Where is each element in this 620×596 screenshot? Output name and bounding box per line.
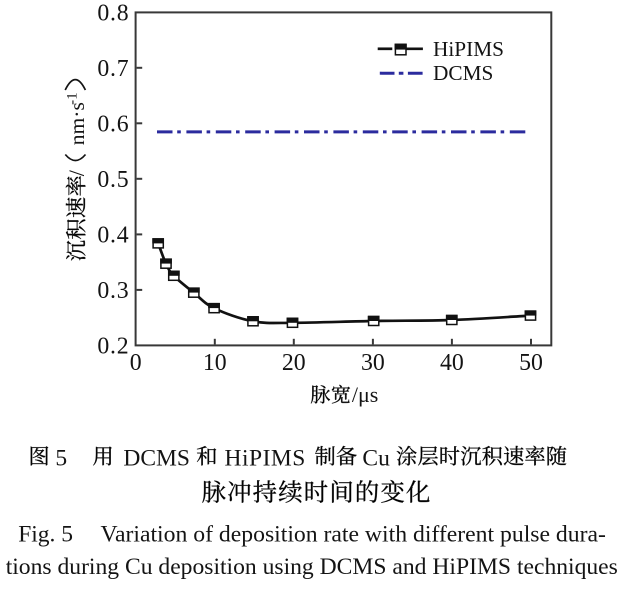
svg-text:0.4: 0.4: [97, 223, 129, 249]
svg-text:tions during Cu deposition usi: tions during Cu deposition using DCMS an…: [6, 554, 618, 580]
svg-text:HiPIMS: HiPIMS: [433, 37, 504, 61]
svg-text:30: 30: [361, 350, 385, 376]
svg-text:/: /: [64, 169, 89, 176]
svg-text:50: 50: [519, 350, 543, 376]
svg-text:10: 10: [203, 350, 227, 376]
svg-text:0.2: 0.2: [97, 334, 129, 360]
svg-text:Fig. 5: Fig. 5: [18, 522, 73, 548]
svg-text:nm·s: nm·s: [65, 102, 89, 145]
svg-text:40: 40: [440, 350, 464, 376]
svg-text:-1: -1: [65, 92, 81, 105]
svg-text:DCMS: DCMS: [123, 445, 190, 471]
svg-text:0.8: 0.8: [97, 1, 129, 27]
svg-text:0.5: 0.5: [97, 167, 129, 193]
svg-text:Cu: Cu: [362, 445, 390, 471]
svg-text:0: 0: [130, 350, 142, 376]
svg-text:0.6: 0.6: [97, 112, 129, 138]
svg-text:DCMS: DCMS: [433, 61, 493, 85]
svg-text:5: 5: [55, 445, 67, 471]
svg-text:Variation of deposition rate w: Variation of deposition rate with differ…: [101, 522, 607, 548]
svg-text:0.3: 0.3: [97, 278, 129, 304]
svg-text:20: 20: [282, 350, 306, 376]
svg-text:HiPIMS: HiPIMS: [225, 445, 306, 471]
svg-text:0.7: 0.7: [97, 56, 129, 82]
svg-text:/μs: /μs: [352, 382, 378, 407]
